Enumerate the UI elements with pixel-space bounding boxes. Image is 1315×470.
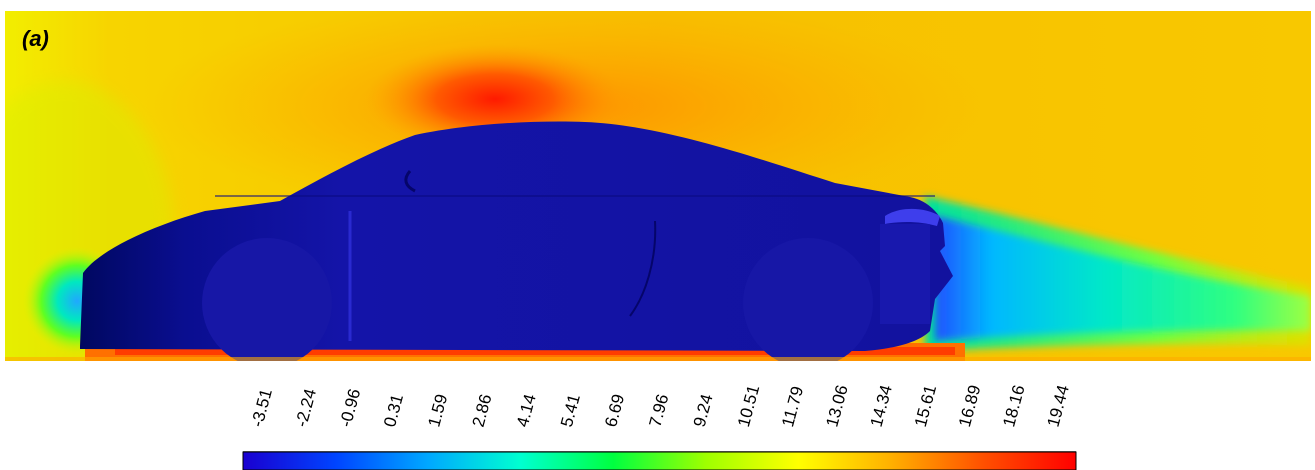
colorbar-tick-label: -0.96 bbox=[336, 387, 364, 429]
rear-wheel bbox=[743, 238, 873, 361]
colorbar-tick-label: 4.14 bbox=[513, 392, 540, 429]
car-body bbox=[80, 121, 953, 361]
colorbar-tick-label: 11.79 bbox=[778, 384, 807, 429]
underbody-flow-red bbox=[115, 347, 955, 355]
colorbar-tick-label: 18.16 bbox=[999, 383, 1028, 429]
colorbar-tick-label: 0.31 bbox=[380, 392, 407, 429]
colorbar-tick-label: 10.51 bbox=[734, 383, 763, 429]
colorbar-tick-label: -2.24 bbox=[292, 387, 320, 429]
colorbar-tick-label: 15.61 bbox=[911, 383, 940, 429]
colorbar-tick-label: 19.44 bbox=[1044, 383, 1073, 429]
colorbar-tick-label: 16.89 bbox=[955, 383, 984, 429]
colorbar-tick-label: 1.59 bbox=[424, 392, 451, 429]
colorbar-tick-label: 5.41 bbox=[557, 392, 584, 429]
colorbar-gradient bbox=[242, 451, 1077, 470]
wake-core bbox=[935, 216, 1311, 341]
velocity-contour-field bbox=[5, 11, 1311, 361]
front-wheel bbox=[202, 238, 332, 361]
panel-label: (a) bbox=[22, 26, 49, 51]
ground bbox=[5, 357, 1311, 361]
colorbar-tick-label: 7.96 bbox=[646, 392, 673, 429]
colorbar-tick-label: 2.86 bbox=[469, 392, 496, 429]
colorbar-tick-label: 9.24 bbox=[690, 392, 717, 429]
colorbar-tick-label: 6.69 bbox=[601, 392, 628, 429]
colorbar-tick-label: -3.51 bbox=[248, 387, 276, 429]
colorbar-tick-label: 14.34 bbox=[867, 383, 896, 429]
colorbar-tick-label: 13.06 bbox=[822, 383, 851, 429]
